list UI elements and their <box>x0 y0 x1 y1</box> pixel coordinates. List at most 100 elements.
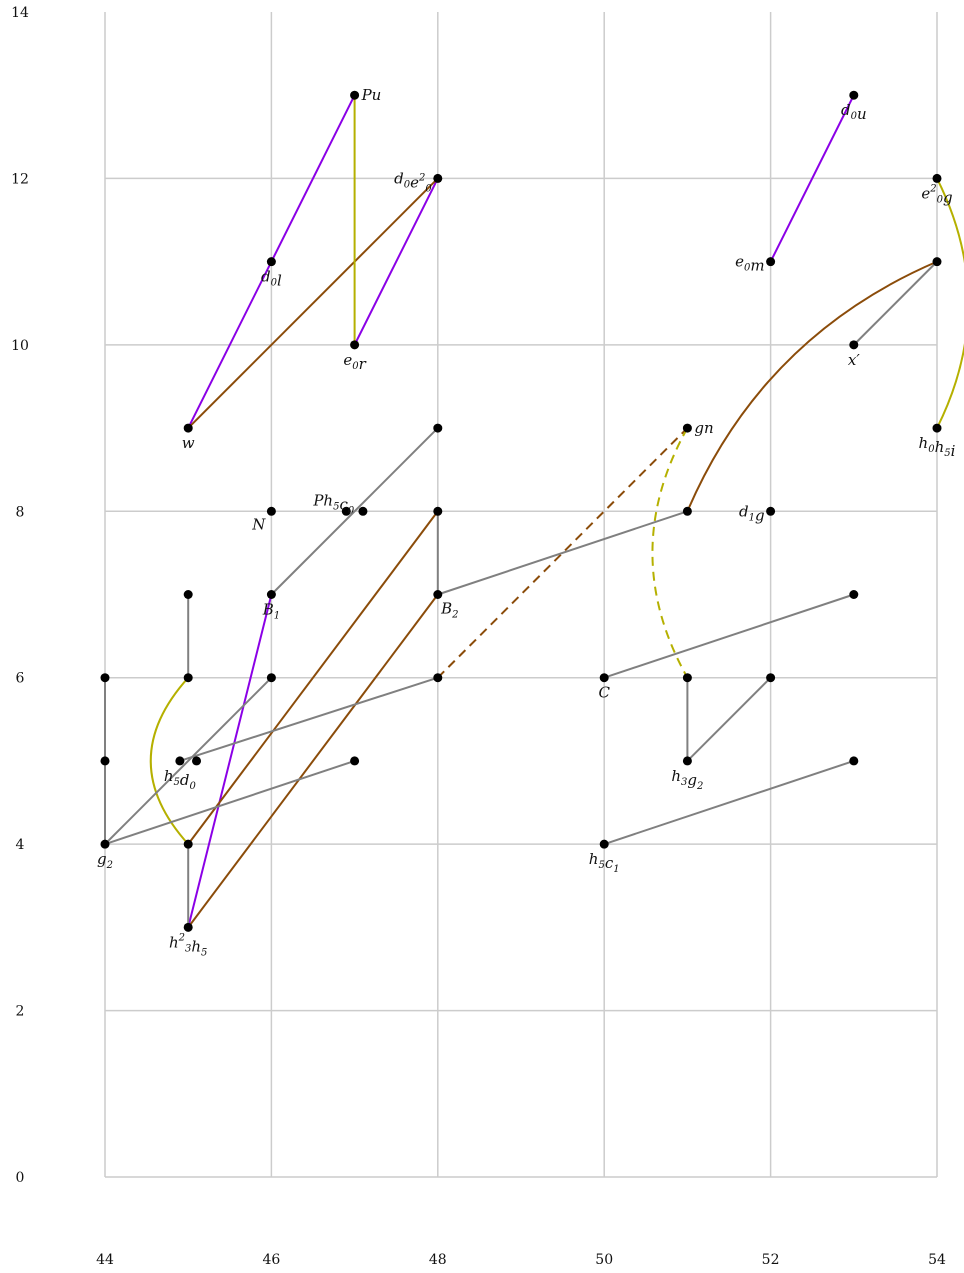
point-p46_6 <box>266 673 276 683</box>
point-d0l <box>266 257 276 267</box>
label-C: C <box>598 684 610 702</box>
label-xprime: x′ <box>848 351 860 369</box>
point-h5d0 <box>175 756 185 766</box>
edge-brown <box>187 593 439 928</box>
point-h5c1 <box>599 839 609 849</box>
point-Pu <box>350 90 360 100</box>
x-tick-label: 48 <box>429 1252 447 1268</box>
edge-gray <box>686 677 772 762</box>
point-e0r <box>350 340 360 350</box>
label-e0sqg: e20g <box>921 183 952 206</box>
edge-brown <box>187 177 439 429</box>
point-p44_6 <box>100 673 110 683</box>
x-tick-label: 50 <box>595 1252 613 1268</box>
edge-brown <box>686 260 938 512</box>
edge-gray <box>104 677 273 845</box>
x-tick-label: 54 <box>928 1252 946 1268</box>
edge-gray <box>853 260 938 346</box>
label-d0e0sq: d0e20 <box>394 169 432 194</box>
y-tick-label: 2 <box>16 1004 25 1020</box>
point-h3sqh5 <box>183 922 193 932</box>
point-p45_6 <box>183 673 193 683</box>
point-p51_6 <box>682 673 692 683</box>
point-B2 <box>433 590 443 599</box>
x-tick-label: 46 <box>262 1252 280 1268</box>
edge-purple <box>353 177 439 346</box>
edge-gray <box>179 676 439 762</box>
point-d0u <box>849 90 859 100</box>
label-h0h5i: h0h5i <box>919 434 956 460</box>
y-tick-label: 6 <box>16 671 25 687</box>
label-w: w <box>182 434 195 452</box>
point-C <box>599 673 609 683</box>
y-tick-label: 8 <box>16 504 25 520</box>
point-p53_7 <box>849 590 859 599</box>
label-gn: gn <box>694 419 713 437</box>
label-N: N <box>251 515 266 533</box>
grid <box>104 12 938 1178</box>
label-B1: B1 <box>262 601 280 622</box>
y-tick-label: 4 <box>16 837 25 853</box>
point-labels: Pu d0u d0e20 e20g d0l e0m e0r x′ w gn h0h5i N Ph5c0 d… <box>97 86 956 958</box>
point-p47b_8 <box>358 506 368 516</box>
edge-purple <box>187 594 273 928</box>
label-e0m: e0m <box>735 253 765 275</box>
point-N <box>266 506 276 516</box>
point-d0e0sq <box>433 173 443 183</box>
label-h3g2: h3g2 <box>671 767 703 792</box>
point-d1g <box>766 506 776 516</box>
edge-olive <box>651 427 689 679</box>
point-h0h5i <box>932 423 942 433</box>
label-h3sqh5: h23h5 <box>169 932 207 958</box>
label-d0u: d0u <box>841 101 867 123</box>
point-p45_7 <box>183 590 193 599</box>
label-h5c1: h5c1 <box>589 850 620 875</box>
point-p54_11 <box>932 257 942 267</box>
point-p45b_5 <box>192 756 202 766</box>
edge-purple <box>769 94 855 263</box>
edge-olive <box>936 177 964 429</box>
edge-gray <box>603 593 855 679</box>
point-p45_4 <box>183 839 193 849</box>
x-tick-label: 44 <box>96 1252 114 1268</box>
point-p52_6 <box>766 673 776 683</box>
points <box>100 90 942 932</box>
x-axis-ticks: 44 46 48 50 52 54 <box>96 1252 946 1268</box>
point-p53_5 <box>849 756 859 766</box>
y-tick-label: 10 <box>11 338 29 354</box>
point-e0m <box>766 257 776 267</box>
label-B2: B2 <box>440 600 458 621</box>
point-p47_5 <box>350 756 360 766</box>
edge-gray <box>270 427 439 596</box>
point-p48_9 <box>433 423 443 433</box>
x-tick-label: 52 <box>762 1252 780 1268</box>
edge-brown <box>187 510 439 845</box>
y-tick-label: 0 <box>16 1170 25 1186</box>
point-Ph5c0 <box>341 506 351 516</box>
label-h5d0: h5d0 <box>164 767 197 792</box>
point-e0sqg <box>932 173 942 183</box>
y-tick-label: 12 <box>11 171 29 187</box>
edge-gray <box>603 759 855 846</box>
label-Pu: Pu <box>361 86 382 104</box>
point-w <box>183 423 193 433</box>
point-h3g2 <box>682 756 692 766</box>
edge-olive <box>149 677 189 845</box>
edge-gray <box>437 510 688 596</box>
label-d1g: d1g <box>739 502 765 524</box>
label-d0l: d0l <box>261 268 282 290</box>
point-p44_5 <box>100 756 110 766</box>
point-B1 <box>266 590 276 599</box>
edge-gray <box>104 759 355 846</box>
point-p48_8 <box>433 506 443 516</box>
point-gn <box>682 423 692 433</box>
point-p51_8 <box>682 506 692 516</box>
y-tick-label: 14 <box>11 5 29 21</box>
y-axis-ticks: 0 2 4 6 8 10 12 14 <box>11 5 29 1186</box>
label-Ph5c0: Ph5c0 <box>312 491 355 516</box>
point-xprime <box>849 340 859 350</box>
point-p48_6 <box>433 673 443 683</box>
label-g2: g2 <box>97 850 113 871</box>
point-g2 <box>100 839 110 849</box>
